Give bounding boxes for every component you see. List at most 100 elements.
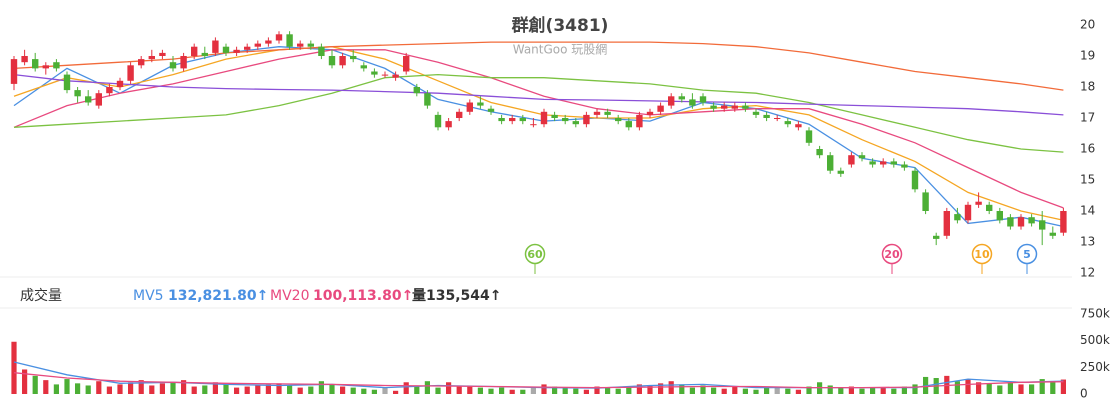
candle-body [530, 124, 537, 126]
candle-body [922, 192, 929, 211]
candle-body [360, 65, 367, 69]
volume-bar [583, 389, 589, 394]
candle-body [752, 111, 760, 115]
volume-bar [53, 384, 59, 394]
candle-body [880, 161, 887, 165]
volume-bar [795, 389, 801, 394]
candle-body [456, 111, 463, 118]
volume-bar [658, 383, 664, 394]
candle-body [593, 111, 601, 115]
candle-body [509, 118, 516, 122]
candle-body [933, 235, 940, 239]
legend-label: MV20 [270, 288, 309, 304]
candle-body [1049, 232, 1056, 236]
volume-bar [1018, 384, 1024, 394]
candle-body [572, 121, 579, 125]
candle-body [583, 114, 590, 125]
volume-bar [181, 380, 187, 394]
volume-bar [350, 387, 356, 394]
volume-bar [541, 384, 547, 394]
candle-body [1007, 217, 1014, 227]
candle-body [381, 74, 389, 76]
candle-body [307, 43, 314, 47]
y-tick-label: 15 [1080, 173, 1095, 187]
volume-bar [605, 387, 611, 394]
ma-line [13, 73, 1064, 153]
candle-body [615, 118, 622, 122]
volume-bar [329, 384, 335, 394]
candle-body [201, 52, 208, 56]
candle-body [562, 118, 569, 122]
volume-bar [742, 388, 748, 394]
volume-bar [234, 387, 240, 394]
marker-circle [971, 243, 993, 265]
volume-bar [838, 387, 844, 394]
volume-bar [96, 381, 102, 394]
volume-bar [689, 387, 695, 394]
volume-bar [647, 385, 653, 394]
volume-bar [530, 387, 536, 394]
volume-bar [340, 386, 346, 394]
ma-line [13, 49, 1064, 209]
candle-body [53, 62, 60, 69]
volume-bar [1029, 384, 1035, 394]
marker-label: 60 [527, 248, 543, 261]
candle-body [63, 74, 71, 91]
candle-body [1060, 211, 1067, 233]
candle-body [169, 62, 177, 69]
candle-body [265, 40, 272, 44]
marker-label: 5 [1023, 248, 1031, 261]
volume-bar [212, 382, 218, 394]
marker-label: 20 [884, 248, 900, 261]
volume-bar [732, 386, 738, 394]
candle-body [954, 214, 961, 221]
volume-bar [276, 383, 282, 394]
volume-bar [106, 386, 112, 394]
volume-bar [711, 387, 717, 394]
candle-body [742, 105, 749, 109]
volume-bar [901, 386, 907, 394]
volume-bar [265, 384, 271, 394]
volume-bar [880, 387, 886, 394]
volume-bar [371, 389, 377, 394]
volume-bar [509, 389, 515, 394]
volume-bar [668, 381, 674, 394]
volume-bar [446, 382, 452, 394]
candle-body [413, 87, 420, 94]
volume-bar [986, 383, 992, 394]
legend-value: 132,821.80↑ [168, 288, 268, 304]
candle-body [477, 102, 484, 106]
volume-bar [870, 387, 876, 394]
candle-body [721, 105, 728, 109]
volume-bar [764, 387, 770, 394]
candle-body [848, 155, 855, 165]
volume-bar [806, 386, 812, 394]
volume-bar [721, 388, 727, 394]
volume-bar [85, 385, 91, 394]
candle-body [21, 56, 28, 63]
candle-body [180, 56, 187, 69]
y-tick-label: 500k [1080, 333, 1110, 347]
candle-body [32, 59, 39, 69]
candle-body [625, 121, 632, 128]
volume-bar [22, 369, 28, 394]
volume-bar [636, 384, 642, 394]
candle-body [774, 118, 781, 119]
candle-body [827, 155, 834, 171]
candle-body [42, 65, 49, 69]
volume-bar [700, 385, 706, 394]
volume-bar [1039, 379, 1045, 394]
candle-body [689, 99, 696, 106]
candle-body [127, 65, 134, 81]
candle-body [699, 96, 707, 103]
y-tick-label: 19 [1080, 49, 1095, 63]
volume-bar [223, 384, 229, 394]
volume-bar [1060, 379, 1066, 394]
candle-body [678, 96, 685, 100]
volume-bar [626, 386, 632, 394]
volume-bar [520, 389, 526, 394]
volume-title: 成交量 [20, 287, 62, 304]
candle-body [1017, 217, 1025, 227]
y-tick-label: 16 [1080, 142, 1095, 156]
